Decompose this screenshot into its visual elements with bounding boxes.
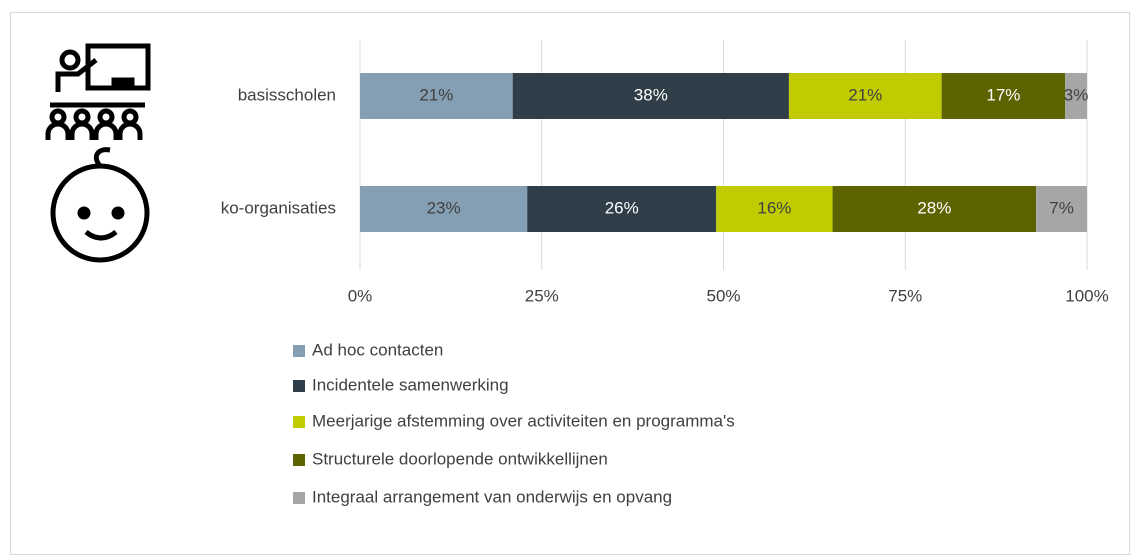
bar-segment: [941, 73, 1066, 119]
x-tick-label: 0%: [348, 286, 373, 305]
category-label: ko-organisaties: [221, 198, 336, 217]
data-label: 16%: [757, 198, 791, 217]
legend-swatch: [293, 345, 305, 357]
legend-label: Ad hoc contacten: [312, 340, 443, 359]
bar-segment: [716, 186, 833, 232]
data-label: 38%: [634, 85, 668, 104]
x-tick-label: 50%: [706, 286, 740, 305]
data-label: 17%: [986, 85, 1020, 104]
bar-segment: [788, 73, 942, 119]
legend-label: Meerjarige afstemming over activiteiten …: [312, 411, 735, 430]
category-label: basisscholen: [238, 85, 336, 104]
legend-swatch: [293, 492, 305, 504]
teacher-icon: [45, 43, 151, 140]
data-label: 21%: [848, 85, 882, 104]
bar-segment: [1065, 73, 1087, 119]
bar-segment: [360, 186, 528, 232]
data-label: 28%: [917, 198, 951, 217]
bar-segment: [360, 73, 513, 119]
data-label: 23%: [427, 198, 461, 217]
data-label: 21%: [419, 85, 453, 104]
x-tick-label: 75%: [888, 286, 922, 305]
legend-swatch: [293, 416, 305, 428]
x-tick-label: 100%: [1065, 286, 1108, 305]
x-tick-label: 25%: [525, 286, 559, 305]
data-label: 3%: [1064, 85, 1089, 104]
bar-segment: [832, 186, 1037, 232]
legend-label: Incidentele samenwerking: [312, 375, 509, 394]
legend-label: Structurele doorlopende ontwikkellijnen: [312, 449, 608, 468]
data-label: 26%: [605, 198, 639, 217]
data-label: 7%: [1049, 198, 1074, 217]
legend-swatch: [293, 454, 305, 466]
legend-swatch: [293, 380, 305, 392]
baby-icon: [50, 147, 150, 263]
legend-label: Integraal arrangement van onderwijs en o…: [312, 487, 672, 506]
bar-segment: [527, 186, 717, 232]
bar-segment: [512, 73, 789, 119]
bar-segment: [1036, 186, 1087, 232]
